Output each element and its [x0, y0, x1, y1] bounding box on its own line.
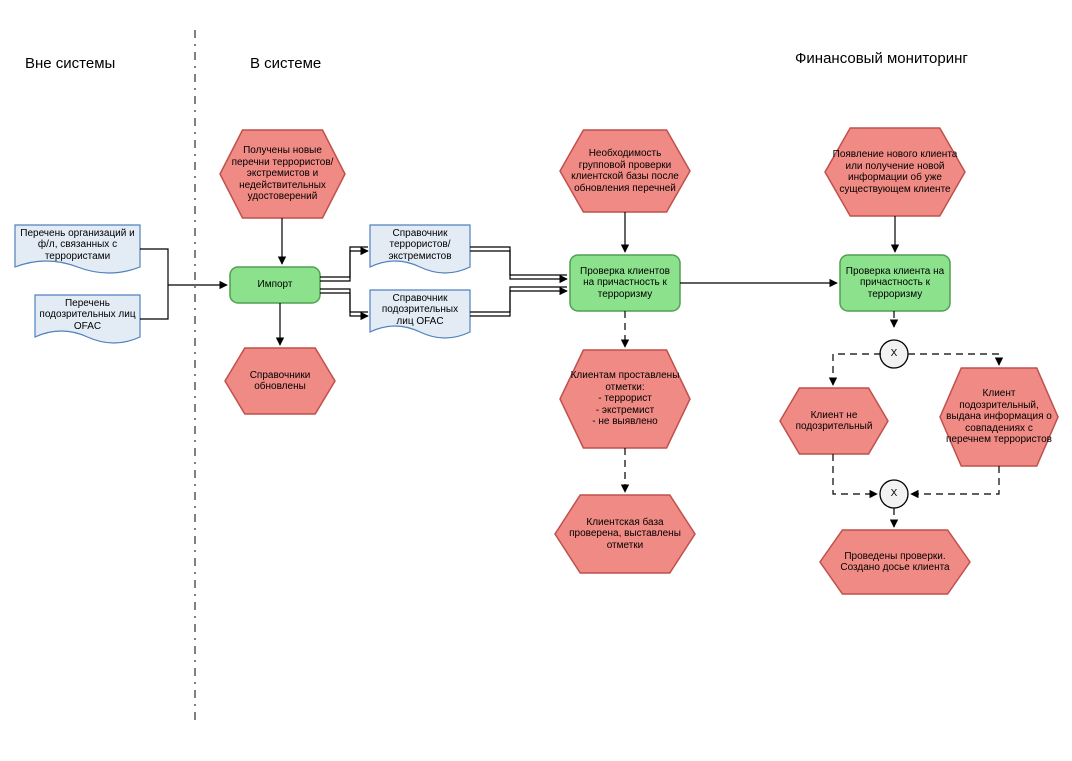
- node-hex2: [225, 348, 335, 414]
- node-proc3: [840, 255, 950, 311]
- diagram-svg: [0, 0, 1072, 761]
- node-hex5: [555, 495, 695, 573]
- node-hex4: [560, 350, 690, 448]
- node-dec2: [880, 480, 908, 508]
- heading-finmon: Финансовый мониторинг: [795, 50, 968, 67]
- edge-14: [833, 354, 881, 385]
- node-proc2: [570, 255, 680, 311]
- node-hex3: [560, 130, 690, 212]
- node-doc4: [370, 290, 470, 338]
- node-doc1: [15, 225, 140, 273]
- edge-0: [140, 249, 227, 285]
- node-doc2: [35, 295, 140, 343]
- node-hex7: [780, 388, 888, 454]
- node-hex8: [940, 368, 1058, 466]
- edge-17: [911, 466, 999, 494]
- heading-outside: Вне системы: [25, 55, 115, 72]
- node-hex6: [825, 128, 965, 216]
- edge-16: [833, 454, 877, 494]
- node-hex9: [820, 530, 970, 594]
- heading-inside: В системе: [250, 55, 321, 72]
- node-hex1: [220, 130, 345, 218]
- edge-1: [140, 285, 168, 319]
- node-proc1: [230, 267, 320, 303]
- edge-15: [908, 354, 999, 365]
- node-doc3: [370, 225, 470, 273]
- node-dec1: [880, 340, 908, 368]
